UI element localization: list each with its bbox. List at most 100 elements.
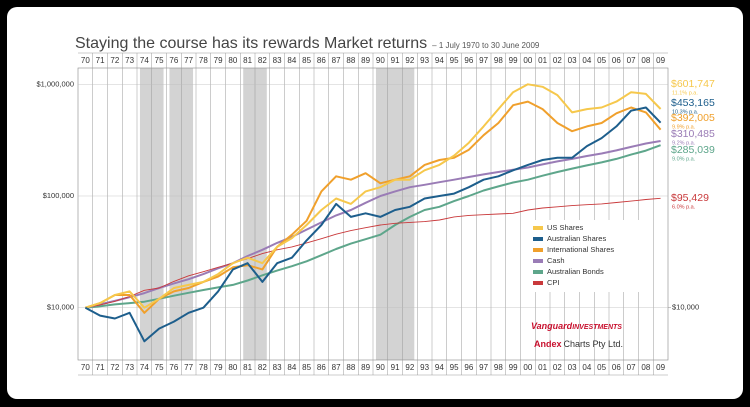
- x-tick-label: 99: [509, 56, 518, 65]
- x-tick-label: 91: [391, 363, 400, 372]
- x-tick-label: 90: [376, 363, 385, 372]
- x-tick-label: 70: [81, 363, 90, 372]
- series-line: [85, 197, 661, 309]
- source-rest: Charts Pty Ltd.: [564, 339, 624, 349]
- end-value-label: $453,165: [671, 97, 715, 109]
- x-tick-label: 92: [405, 56, 414, 65]
- shaded-period: [375, 68, 415, 360]
- end-rate-label: 9.9% p.a.: [672, 124, 696, 130]
- y-tick-label: $1,000,000: [36, 79, 74, 88]
- end-rate-label: 9.2% p.a.: [672, 140, 696, 146]
- x-tick-label: 73: [125, 56, 134, 65]
- x-tick-label: 94: [435, 363, 444, 372]
- x-tick-label: 09: [656, 56, 665, 65]
- x-tick-label: 94: [435, 56, 444, 65]
- end-value-label: $285,039: [671, 144, 715, 156]
- x-tick-label: 77: [184, 56, 193, 65]
- x-tick-label: 97: [479, 56, 488, 65]
- x-tick-label: 81: [243, 363, 252, 372]
- chart-title: Staying the course has its rewards Marke…: [75, 35, 427, 52]
- x-tick-label: 01: [538, 56, 547, 65]
- x-tick-label: 02: [553, 56, 562, 65]
- x-tick-label: 96: [464, 56, 473, 65]
- source: Andex Charts Pty Ltd.: [534, 339, 623, 349]
- logo: VanguardINVESTMENTS: [531, 321, 622, 331]
- x-tick-label: 89: [361, 363, 370, 372]
- series-line: [84, 106, 662, 343]
- legend-label: International Shares: [547, 245, 614, 254]
- x-tick-label: 88: [346, 363, 355, 372]
- x-tick-label: 83: [273, 363, 282, 372]
- end-rate-label: 10.3% p.a.: [672, 109, 699, 115]
- y2-tick-label: $10,000: [672, 303, 699, 312]
- series-line: [85, 100, 662, 314]
- x-tick-label: 79: [214, 56, 223, 65]
- x-tick-label: 02: [553, 363, 562, 372]
- x-tick-label: 73: [125, 363, 134, 372]
- x-tick-label: 74: [140, 56, 149, 65]
- x-tick-label: 08: [641, 363, 650, 372]
- y-tick-label: $10,000: [47, 303, 74, 312]
- x-tick-label: 06: [612, 363, 621, 372]
- x-tick-label: 78: [199, 56, 208, 65]
- x-tick-label: 87: [332, 56, 341, 65]
- source-brand: Andex: [534, 339, 562, 349]
- x-tick-label: 72: [110, 363, 119, 372]
- x-tick-label: 07: [627, 56, 636, 65]
- x-tick-label: 98: [494, 56, 503, 65]
- x-tick-label: 09: [656, 363, 665, 372]
- x-tick-label: 89: [361, 56, 370, 65]
- x-tick-label: 08: [641, 56, 650, 65]
- x-tick-label: 93: [420, 363, 429, 372]
- legend-label: US Shares: [547, 223, 584, 232]
- x-tick-label: 86: [317, 56, 326, 65]
- x-tick-label: 75: [155, 56, 164, 65]
- x-tick-label: 04: [582, 363, 591, 372]
- x-tick-label: 85: [302, 363, 311, 372]
- x-tick-label: 70: [81, 56, 90, 65]
- x-tick-label: 77: [184, 363, 193, 372]
- x-tick-label: 01: [538, 363, 547, 372]
- series-line: [85, 140, 661, 309]
- x-tick-label: 99: [509, 363, 518, 372]
- series-line: [85, 144, 661, 309]
- x-tick-label: 05: [597, 363, 606, 372]
- x-tick-label: 95: [450, 56, 459, 65]
- x-tick-label: 92: [405, 363, 414, 372]
- x-tick-label: 84: [287, 363, 296, 372]
- legend-label: Cash: [547, 256, 565, 265]
- x-tick-label: 76: [169, 56, 178, 65]
- x-tick-label: 80: [228, 56, 237, 65]
- x-tick-label: 93: [420, 56, 429, 65]
- x-tick-label: 81: [243, 56, 252, 65]
- x-tick-label: 83: [273, 56, 282, 65]
- end-value-label: $95,429: [671, 192, 709, 204]
- x-tick-label: 00: [523, 363, 532, 372]
- x-tick-label: 71: [96, 56, 105, 65]
- x-tick-label: 71: [96, 363, 105, 372]
- x-tick-label: 88: [346, 56, 355, 65]
- end-value-label: $392,005: [671, 112, 715, 124]
- x-tick-label: 00: [523, 56, 532, 65]
- end-value-label: $601,747: [671, 78, 715, 90]
- x-tick-label: 07: [627, 363, 636, 372]
- x-tick-label: 85: [302, 56, 311, 65]
- end-rate-label: 6.0% p.a.: [672, 204, 696, 210]
- y-tick-label: $100,000: [43, 191, 74, 200]
- x-tick-label: 91: [391, 56, 400, 65]
- x-tick-label: 06: [612, 56, 621, 65]
- x-tick-label: 86: [317, 363, 326, 372]
- x-tick-label: 79: [214, 363, 223, 372]
- logo-suffix: INVESTMENTS: [572, 324, 622, 331]
- x-tick-label: 95: [450, 363, 459, 372]
- x-tick-label: 04: [582, 56, 591, 65]
- end-rate-label: 11.1% p.a.: [672, 90, 698, 96]
- x-tick-label: 82: [258, 56, 267, 65]
- x-tick-label: 90: [376, 56, 385, 65]
- x-tick-label: 98: [494, 363, 503, 372]
- x-tick-label: 82: [258, 363, 267, 372]
- end-value-label: $310,485: [671, 128, 715, 140]
- x-tick-label: 03: [568, 56, 577, 65]
- x-tick-label: 87: [332, 363, 341, 372]
